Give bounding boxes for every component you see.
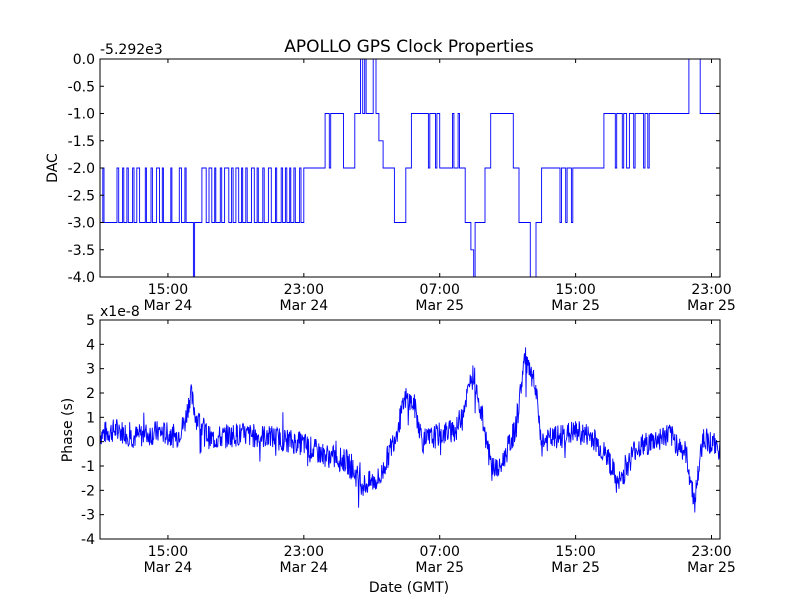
y-tick-label: 0 (86, 435, 95, 451)
dac-panel: DAC -5.292e3 0.0 -0.5 -1.0 -1.5 -2.0 -2.5 -3.0… (45, 42, 736, 314)
x-tick-time-label: 15:00 (555, 282, 595, 298)
y-tick-label: -4.0 (68, 270, 95, 286)
axes-frame (99, 319, 721, 540)
x-tick-date-label: Mar 25 (551, 560, 600, 576)
dac-offset-label: -5.292e3 (100, 42, 163, 58)
figure-title: APOLLO GPS Clock Properties (284, 37, 534, 57)
y-tick-label: 0.0 (73, 52, 95, 68)
dac-plot: 0.0 -0.5 -1.0 -1.5 -2.0 -2.5 -3.0 -3.5 -4.0 15:00… (68, 52, 736, 314)
figure-xlabel: Date (GMT) (369, 580, 449, 596)
dac-series-line (100, 59, 720, 277)
y-tick-label: 4 (86, 337, 95, 353)
x-tick-time-label: 15:00 (555, 544, 595, 560)
y-tick-label: -4 (81, 532, 95, 548)
x-tick-date-label: Mar 25 (687, 298, 736, 314)
phase-series-line (100, 347, 720, 513)
x-tick-time-label: 07:00 (420, 544, 460, 560)
x-tick-time-label: 15:00 (148, 282, 188, 298)
y-tick-label: -3 (81, 508, 95, 524)
y-tick-label: -1 (81, 459, 95, 475)
dac-ylabel: DAC (45, 153, 61, 183)
y-tick-label: -2.0 (68, 161, 95, 177)
y-tick-label: 1 (86, 410, 95, 426)
y-tick-label: 2 (86, 386, 95, 402)
y-tick-label: -1.5 (68, 134, 95, 150)
x-tick-date-label: Mar 25 (551, 298, 600, 314)
y-tick-label: -3.5 (68, 243, 95, 259)
y-tick-label: -2 (81, 483, 95, 499)
x-tick-date-label: Mar 25 (415, 560, 464, 576)
x-tick-date-label: Mar 25 (415, 298, 464, 314)
y-tick-label: -2.5 (68, 188, 95, 204)
y-tick-label: -0.5 (68, 79, 95, 95)
x-tick-date-label: Mar 24 (279, 298, 328, 314)
y-tick-label: 5 (86, 313, 95, 329)
y-tick-label: -1.0 (68, 107, 95, 123)
x-tick-time-label: 23:00 (284, 282, 324, 298)
x-tick-date-label: Mar 25 (687, 560, 736, 576)
x-tick-time-label: 15:00 (148, 544, 188, 560)
x-tick-time-label: 23:00 (691, 282, 731, 298)
x-tick-date-label: Mar 24 (279, 560, 328, 576)
y-tick-label: -3.0 (68, 216, 95, 232)
x-tick-time-label: 23:00 (284, 544, 324, 560)
phase-offset-label: x1e-8 (100, 304, 140, 320)
y-tick-label: 3 (86, 362, 95, 378)
x-tick-time-label: 23:00 (691, 544, 731, 560)
x-tick-date-label: Mar 24 (144, 298, 193, 314)
x-tick-time-label: 07:00 (420, 282, 460, 298)
x-tick-date-label: Mar 24 (144, 560, 193, 576)
phase-ylabel: Phase (s) (60, 398, 76, 462)
